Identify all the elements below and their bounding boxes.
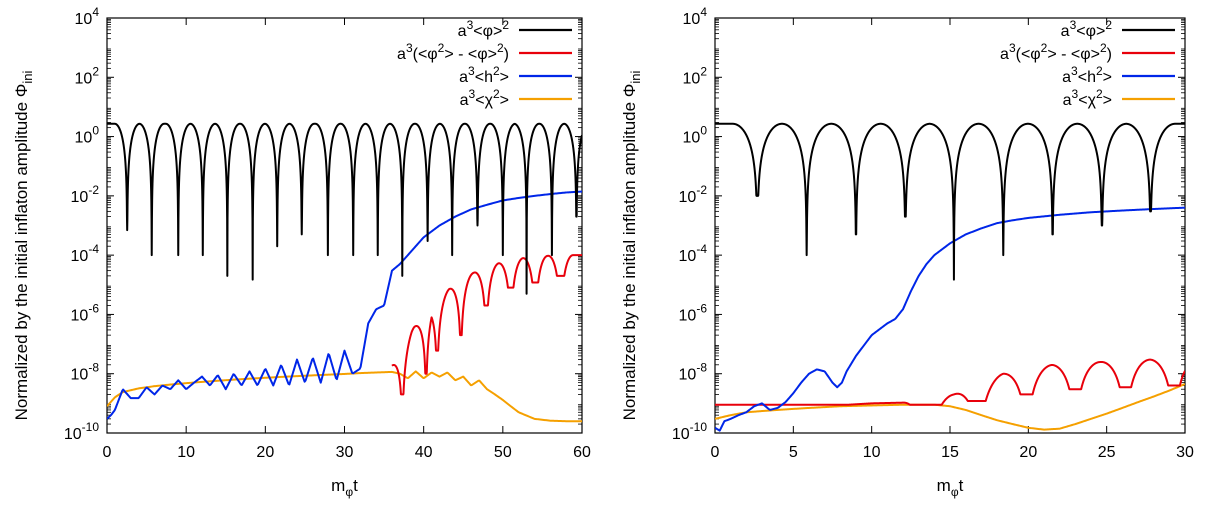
series-group — [715, 122, 1185, 432]
x-tick-label: 20 — [256, 444, 274, 461]
y-tick-base: 10 — [64, 426, 82, 443]
series-phi-mean-line — [715, 122, 1185, 281]
y-tick-base: 10 — [71, 367, 89, 384]
y-tick-base: 10 — [679, 307, 697, 324]
x-axis-label: mφt — [331, 476, 358, 499]
series-phi-variance-line — [715, 358, 1185, 406]
y-tick-label: 10-8 — [71, 361, 100, 384]
series-h-squared-line — [715, 206, 1185, 432]
y-tick-exponent: -8 — [88, 361, 99, 375]
y-tick-exponent: -8 — [696, 361, 707, 375]
legend-label: a3<χ2> — [460, 87, 509, 109]
legend-label: a3<χ2> — [1063, 87, 1112, 109]
y-tick-label: 10-6 — [679, 301, 708, 324]
legend-label: a3(<φ2> - <φ>2) — [397, 41, 509, 63]
x-tick-label: 10 — [863, 444, 881, 461]
x-tick-label: 40 — [415, 444, 433, 461]
x-axis-label: mφt — [937, 476, 964, 499]
y-tick-exponent: 0 — [92, 124, 99, 138]
y-tick-exponent: -6 — [696, 301, 707, 315]
legend: a3<φ>2a3(<φ2> - <φ>2)a3<h2>a3<χ2> — [397, 18, 572, 109]
y-tick-base: 10 — [683, 70, 701, 87]
y-tick-exponent: 2 — [700, 64, 707, 78]
x-tick-label: 10 — [177, 444, 195, 461]
y-tick-label: 100 — [75, 124, 100, 147]
y-tick-exponent: -10 — [690, 420, 708, 434]
legend-label: a3<φ>2 — [458, 18, 510, 40]
y-tick-exponent: 0 — [700, 124, 707, 138]
y-tick-label: 100 — [683, 124, 708, 147]
y-tick-base: 10 — [683, 11, 701, 28]
legend-label: a3(<φ2> - <φ>2) — [1000, 41, 1112, 63]
x-tick-label: 5 — [789, 444, 798, 461]
y-tick-exponent: -4 — [88, 242, 99, 256]
y-tick-exponent: -4 — [696, 242, 707, 256]
y-tick-base: 10 — [75, 70, 93, 87]
legend-label: a3<h2> — [1062, 64, 1112, 86]
y-tick-base: 10 — [71, 248, 89, 265]
y-tick-exponent: 2 — [92, 64, 99, 78]
y-tick-base: 10 — [683, 130, 701, 147]
x-tick-label: 20 — [1019, 444, 1037, 461]
y-tick-label: 10-10 — [64, 420, 99, 443]
series-group — [107, 122, 582, 423]
y-tick-label: 102 — [683, 64, 708, 87]
legend-label: a3<φ>2 — [1061, 18, 1113, 40]
series-phi-mean-line — [107, 122, 582, 295]
x-tick-label: 0 — [103, 444, 112, 461]
y-tick-exponent: -2 — [696, 183, 707, 197]
y-tick-base: 10 — [672, 426, 690, 443]
x-tick-label: 25 — [1098, 444, 1116, 461]
y-tick-base: 10 — [71, 307, 89, 324]
y-tick-label: 104 — [75, 5, 100, 28]
y-tick-base: 10 — [679, 248, 697, 265]
series-phi-variance-line — [391, 254, 582, 396]
y-tick-base: 10 — [679, 189, 697, 206]
y-tick-label: 10-4 — [71, 242, 100, 265]
y-tick-label: 10-6 — [71, 301, 100, 324]
y-tick-base: 10 — [75, 130, 93, 147]
y-axis-label: Normalized by the initial inflaton ampli… — [620, 71, 643, 421]
x-tick-label: 30 — [336, 444, 354, 461]
panel-left: 0 10 20 30 40 50 6010410210010-210-410-610-810… — [12, 5, 591, 499]
y-axis-label: Normalized by the initial inflaton ampli… — [12, 71, 35, 421]
y-tick-label: 10-4 — [679, 242, 708, 265]
legend: a3<φ>2a3(<φ2> - <φ>2)a3<h2>a3<χ2> — [1000, 18, 1175, 109]
y-tick-base: 10 — [75, 11, 93, 28]
x-tick-label: 0 — [711, 444, 720, 461]
y-tick-base: 10 — [679, 367, 697, 384]
y-tick-label: 10-2 — [71, 183, 100, 206]
series-chi-squared-line — [107, 370, 582, 423]
panel-right: 0 5 10 15 20 25 3010410210010-210-410-610-810-… — [620, 5, 1194, 499]
y-tick-exponent: -10 — [82, 420, 100, 434]
y-tick-label: 102 — [75, 64, 100, 87]
series-chi-squared-line — [715, 383, 1185, 431]
y-tick-label: 104 — [683, 5, 708, 28]
x-tick-label: 15 — [941, 444, 959, 461]
x-tick-label: 50 — [494, 444, 512, 461]
y-tick-label: 10-10 — [672, 420, 707, 443]
y-tick-label: 10-8 — [679, 361, 708, 384]
x-tick-label: 60 — [573, 444, 591, 461]
y-tick-label: 10-2 — [679, 183, 708, 206]
y-tick-exponent: 4 — [700, 5, 707, 19]
x-tick-label: 30 — [1176, 444, 1194, 461]
y-tick-exponent: -2 — [88, 183, 99, 197]
y-tick-base: 10 — [71, 189, 89, 206]
legend-label: a3<h2> — [459, 64, 509, 86]
y-tick-exponent: 4 — [92, 5, 99, 19]
y-tick-exponent: -6 — [88, 301, 99, 315]
